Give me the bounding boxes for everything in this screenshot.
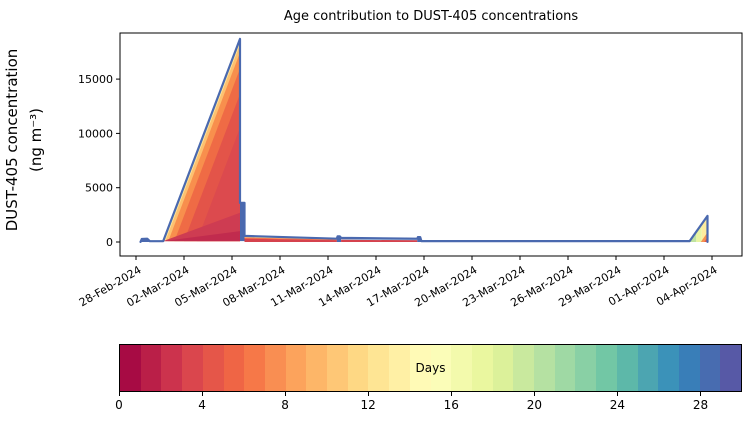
- colorbar-tick-mark: [285, 392, 287, 396]
- colorbar-segment-22: [575, 345, 597, 391]
- colorbar-tick-label: 0: [115, 398, 123, 412]
- colorbar-segment-7: [264, 345, 286, 391]
- colorbar-segment-19: [513, 345, 535, 391]
- colorbar-segment-21: [554, 345, 576, 391]
- area-layer-decay-strip-young: [244, 238, 337, 242]
- y-axis-label-line1: DUST-405 concentration: [3, 49, 21, 232]
- y-tick-label: 5000: [85, 182, 113, 195]
- main-chart: Age contribution to DUST-405 concentrati…: [3, 9, 743, 310]
- colorbar-tick-label: 28: [692, 398, 709, 412]
- area-layer-spike-column: [240, 202, 245, 242]
- colorbar-segment-29: [720, 345, 742, 391]
- colorbar-segment-23: [596, 345, 617, 391]
- colorbar-segment-3: [182, 345, 203, 391]
- colorbar-segment-11: [347, 345, 369, 391]
- colorbar-segment-27: [678, 345, 700, 391]
- colorbar-segment-0: [120, 345, 141, 391]
- colorbar-segment-2: [161, 345, 183, 391]
- colorbar-tick-mark: [451, 392, 453, 396]
- colorbar-segment-24: [616, 345, 638, 391]
- colorbar-tick-label: 20: [526, 398, 542, 412]
- area-layer-peak-band-age0: [163, 231, 240, 242]
- colorbar-segment-14: [409, 345, 431, 391]
- axes-box: [119, 32, 743, 257]
- colorbar-segment-6: [244, 345, 265, 391]
- colorbar-segment-1: [140, 345, 162, 391]
- area-layer-peak-band-age2: [196, 127, 240, 242]
- y-tick-label: 10000: [78, 127, 113, 140]
- colorbar-segment-9: [306, 345, 328, 391]
- colorbar-tick-mark: [368, 392, 370, 396]
- total-line-path: [139, 37, 709, 243]
- colorbar-tick-label: 4: [198, 398, 206, 412]
- colorbar: [119, 344, 742, 392]
- colorbar-segment-26: [658, 345, 679, 391]
- axes-frame: 05000100001500028-Feb-202402-Mar-202405-…: [77, 32, 743, 310]
- colorbar-tick-label: 8: [281, 398, 289, 412]
- colorbar-tick-label: 12: [360, 398, 376, 412]
- area-layer-april-peak-yellowgreen: [696, 224, 702, 242]
- colorbar-segment-18: [492, 345, 514, 391]
- colorbar-segment-8: [285, 345, 307, 391]
- area-layer-april-peak-orange: [700, 232, 708, 242]
- chart-title: Age contribution to DUST-405 concentrati…: [284, 9, 579, 24]
- y-axis-label-line2: (ng m⁻³): [27, 108, 45, 172]
- area-layers: [140, 38, 708, 242]
- colorbar-segment-15: [430, 345, 452, 391]
- colorbar-segment-20: [534, 345, 555, 391]
- colorbar-segment-28: [699, 345, 721, 391]
- colorbar-segment-5: [223, 345, 245, 391]
- colorbar-segment-12: [368, 345, 390, 391]
- colorbar-tick-mark: [119, 392, 120, 396]
- colorbar-tick-label: 16: [443, 398, 459, 412]
- total-concentration-line: [139, 37, 709, 243]
- colorbar-tick-mark: [534, 392, 536, 396]
- colorbar-segment-16: [451, 345, 472, 391]
- colorbar-segment-13: [389, 345, 410, 391]
- colorbar-tick-label: 24: [609, 398, 626, 412]
- colorbar-segment-25: [637, 345, 659, 391]
- y-tick-label: 0: [106, 236, 113, 249]
- colorbar-segment-10: [327, 345, 348, 391]
- area-layer-aged-strip-red: [341, 239, 418, 242]
- colorbar-segment-4: [202, 345, 224, 391]
- colorbar-tick-mark: [202, 392, 204, 396]
- y-tick-label: 15000: [78, 73, 113, 86]
- colorbar-segment-17: [471, 345, 493, 391]
- colorbar-tick-mark: [700, 392, 702, 396]
- colorbar-tick-mark: [617, 392, 619, 396]
